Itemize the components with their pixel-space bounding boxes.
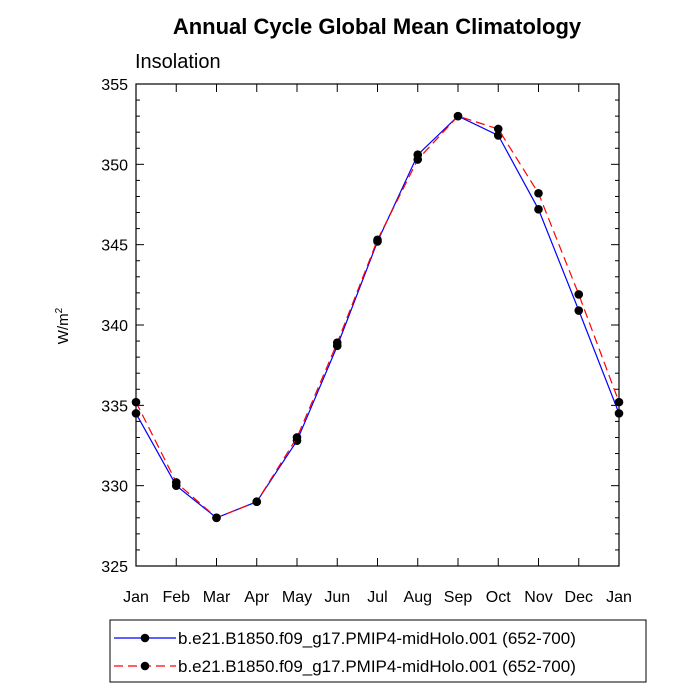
legend-label: b.e21.B1850.f09_g17.PMIP4-midHolo.001 (6…: [178, 629, 576, 648]
y-tick-label: 350: [101, 157, 128, 174]
data-point: [131, 409, 141, 418]
x-tick-label: Dec: [565, 589, 593, 606]
y-tick-label: 335: [101, 398, 128, 415]
x-tick-label: Oct: [486, 589, 511, 606]
legend-marker: [140, 633, 150, 643]
data-point: [493, 124, 503, 134]
data-point: [252, 497, 262, 507]
legend-label: b.e21.B1850.f09_g17.PMIP4-midHolo.001 (6…: [178, 657, 576, 676]
x-tick-label: Jan: [123, 589, 149, 606]
y-tick-label: 355: [101, 77, 128, 94]
x-tick-label: May: [282, 589, 312, 606]
chart-title: Annual Cycle Global Mean Climatology: [173, 14, 582, 39]
y-axis-label-group: W/m2: [54, 307, 72, 344]
y-tick-label: 330: [101, 479, 128, 496]
legend-item: b.e21.B1850.f09_g17.PMIP4-midHolo.001 (6…: [114, 657, 576, 676]
y-axis-label-superscript: 2: [54, 307, 65, 313]
data-point: [332, 338, 342, 347]
x-tick-label: Jul: [367, 589, 387, 606]
data-point: [614, 409, 624, 418]
series-line: [135, 115, 620, 519]
x-tick-label: Feb: [162, 589, 190, 606]
y-tick-label: 345: [101, 238, 128, 255]
legend-box: [109, 619, 647, 683]
data-point: [131, 397, 141, 407]
data-point: [212, 513, 221, 523]
x-tick-label: Jun: [324, 589, 350, 606]
data-point: [574, 290, 584, 299]
series-layer: [131, 111, 624, 523]
x-tick-label: Sep: [444, 589, 473, 606]
y-tick-label: 325: [101, 559, 128, 576]
x-tick-label: Mar: [203, 589, 231, 606]
series-2: [131, 111, 624, 523]
y-axis-label: W/m2: [54, 307, 72, 344]
chart-subtitle: Insolation: [135, 51, 221, 73]
x-tick-label: Apr: [244, 589, 270, 606]
data-point: [534, 205, 543, 214]
legend-marker: [140, 661, 150, 671]
y-tick-label: 340: [101, 318, 128, 335]
legend: b.e21.B1850.f09_g17.PMIP4-midHolo.001 (6…: [109, 619, 647, 683]
x-tick-label: Nov: [524, 589, 552, 606]
data-point: [373, 235, 382, 245]
data-point: [171, 478, 181, 487]
data-point: [614, 397, 624, 407]
x-tick-label: Jan: [606, 589, 632, 606]
data-point: [534, 188, 543, 198]
data-point: [292, 433, 302, 442]
series-line: [135, 115, 620, 519]
legend-item: b.e21.B1850.f09_g17.PMIP4-midHolo.001 (6…: [114, 629, 576, 648]
data-point: [413, 155, 423, 164]
x-tick-label: Aug: [404, 589, 432, 606]
data-point: [574, 306, 584, 315]
series-1: [131, 111, 624, 523]
axes: 325 330 335 340 345 350 355 Jan Feb Mar Apr May Jun J…: [101, 77, 632, 606]
y-axis-label-text: W/m: [55, 313, 72, 344]
data-point: [453, 111, 463, 121]
plot-frame: [135, 83, 620, 567]
